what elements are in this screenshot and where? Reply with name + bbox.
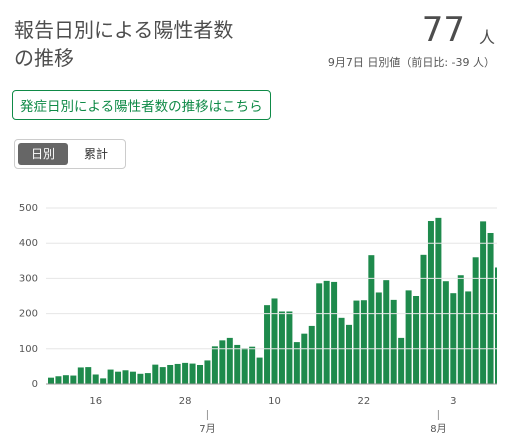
bar xyxy=(77,367,84,384)
bar xyxy=(480,221,487,384)
bar xyxy=(442,281,449,384)
value: 77 xyxy=(421,10,465,50)
y-tick-label: 400 xyxy=(19,238,38,249)
bar xyxy=(211,346,218,384)
bar xyxy=(427,221,434,384)
bar xyxy=(301,333,308,384)
bar xyxy=(167,364,174,384)
x-tick-label: 22 xyxy=(358,396,371,407)
bar xyxy=(398,337,405,384)
bar xyxy=(70,375,77,384)
bar xyxy=(316,283,323,384)
bar xyxy=(487,232,494,384)
bar xyxy=(465,291,472,384)
subtitle: 9月7日 日別値（前日比: -39 人） xyxy=(327,56,495,69)
bars xyxy=(48,217,497,384)
bar xyxy=(495,267,497,384)
x-tick-label: 16 xyxy=(89,396,102,407)
bar xyxy=(159,367,166,384)
x-tick-label: 3 xyxy=(450,396,456,407)
bar xyxy=(405,290,412,384)
bar xyxy=(256,357,263,384)
bar xyxy=(420,254,427,384)
bar xyxy=(375,292,382,384)
bar xyxy=(219,340,226,384)
y-tick-label: 200 xyxy=(19,309,38,320)
bar xyxy=(457,275,464,384)
bar xyxy=(85,367,92,384)
bar xyxy=(338,317,345,384)
bar xyxy=(346,324,352,384)
bar xyxy=(144,373,151,384)
bar xyxy=(241,348,248,384)
bar xyxy=(129,371,136,384)
y-tick-label: 0 xyxy=(32,379,38,390)
toggle-daily[interactable]: 日別 xyxy=(18,143,68,165)
bar xyxy=(435,217,442,384)
month-label: 7月 xyxy=(199,423,215,435)
y-tick-label: 500 xyxy=(19,203,38,214)
bar xyxy=(100,378,107,384)
bar xyxy=(353,300,360,384)
toggle-cumulative[interactable]: 累計 xyxy=(83,147,108,161)
bar xyxy=(286,311,293,384)
bar xyxy=(308,325,315,384)
bar xyxy=(271,298,278,384)
bar xyxy=(368,255,375,384)
bar xyxy=(323,280,330,384)
x-tick-label: 10 xyxy=(268,396,281,407)
bar xyxy=(122,370,129,384)
bar xyxy=(92,374,99,384)
toggle: 日別 累計 xyxy=(14,139,126,169)
link-button[interactable]: 発症日別による陽性者数の推移はこちら xyxy=(12,90,271,120)
bar xyxy=(249,346,256,384)
unit: 人 xyxy=(478,28,495,47)
bar xyxy=(174,363,181,384)
bar xyxy=(107,369,114,384)
bar xyxy=(383,280,390,384)
y-tick-label: 100 xyxy=(19,344,38,355)
y-tick-label: 300 xyxy=(19,273,38,284)
bar xyxy=(182,362,189,384)
bar xyxy=(278,311,285,384)
bar xyxy=(472,257,479,384)
bar xyxy=(137,373,144,384)
month-label: 8月 xyxy=(430,423,446,435)
bar xyxy=(226,337,233,384)
bar xyxy=(62,375,69,384)
bar xyxy=(390,299,397,384)
bar xyxy=(204,360,211,384)
bar xyxy=(152,364,159,384)
bar xyxy=(197,364,203,384)
chart: 0 100 200 300 400 500 16 28 7月 10 22 8月 3 xyxy=(19,203,497,435)
bar xyxy=(189,363,196,384)
bar xyxy=(450,293,457,384)
bar xyxy=(413,296,420,384)
bar xyxy=(48,377,54,384)
x-tick-label: 28 xyxy=(179,396,192,407)
bar xyxy=(55,376,62,384)
bar xyxy=(293,342,300,384)
title: 報告日別による陽性者数の推移 xyxy=(14,18,234,70)
bar xyxy=(234,344,241,384)
bar xyxy=(360,300,367,384)
bar xyxy=(264,305,271,384)
bar xyxy=(115,371,122,384)
bar xyxy=(331,281,338,384)
